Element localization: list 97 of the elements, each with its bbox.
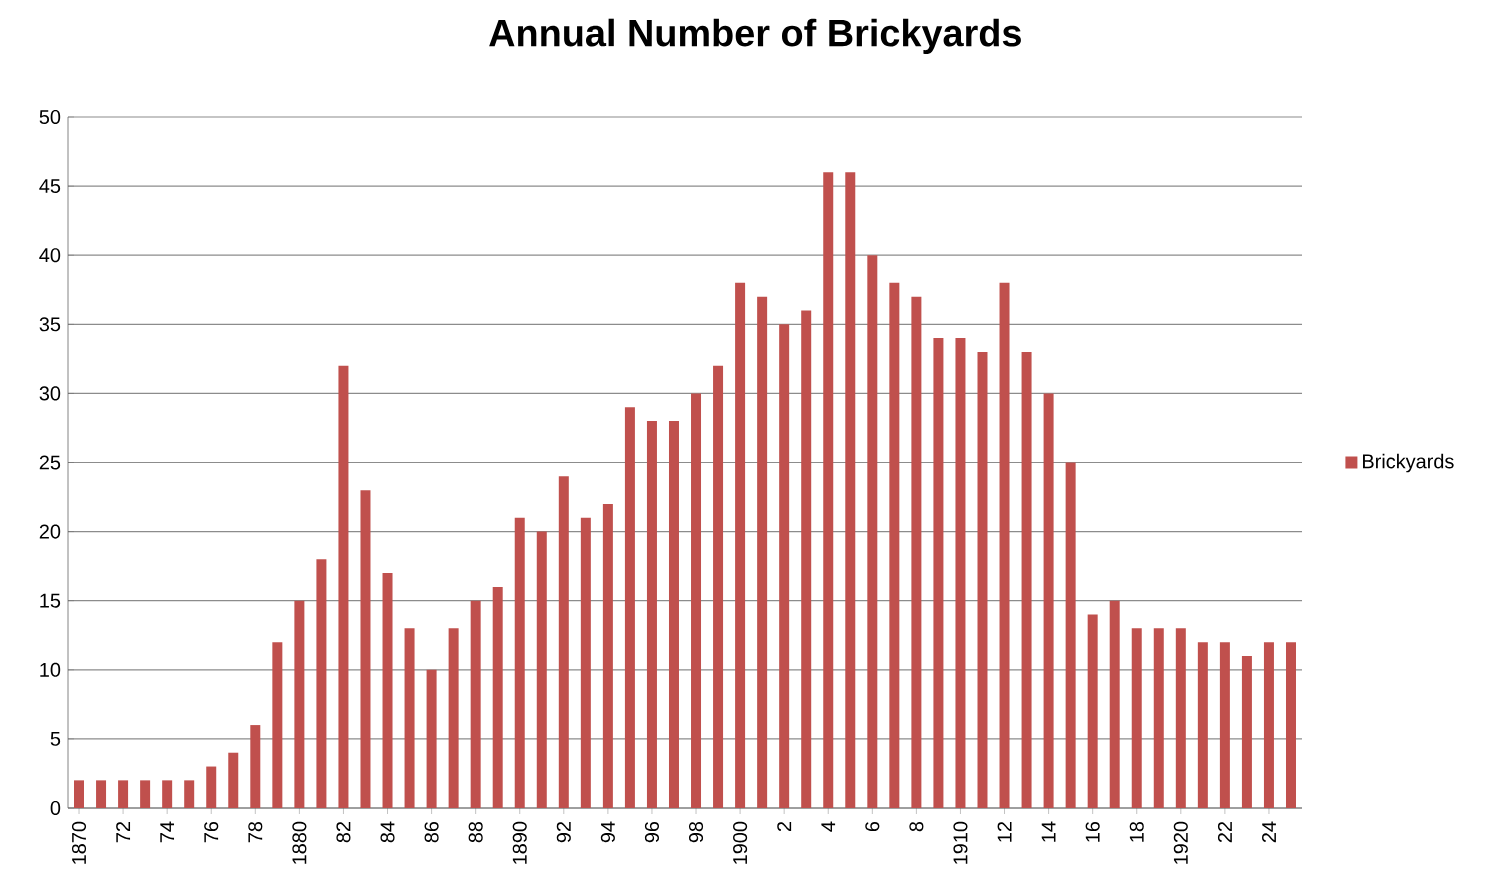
x-tick-label: 2: [777, 822, 792, 832]
x-tick-label: 72: [116, 822, 131, 843]
bar: [426, 669, 437, 808]
x-tick-label: 4: [821, 821, 836, 832]
bar: [1109, 600, 1120, 808]
bar: [404, 628, 415, 808]
bar: [1197, 642, 1208, 808]
x-tick-label: 76: [204, 821, 219, 843]
bar: [1131, 628, 1142, 808]
x-tick-label: 94: [600, 821, 615, 843]
x-tick-label: 1920: [1173, 821, 1188, 864]
bar: [889, 282, 900, 808]
x-tick-label: 1910: [953, 821, 968, 864]
x-tick-label: 1890: [512, 821, 527, 864]
bar: [74, 780, 85, 808]
bar: [250, 725, 261, 808]
bar: [801, 310, 812, 808]
bar: [162, 780, 173, 808]
bar: [536, 531, 547, 808]
bar: [646, 421, 657, 808]
x-tick-label: 22: [1217, 822, 1232, 843]
bar: [713, 365, 724, 808]
bar: [382, 573, 393, 808]
bar: [96, 780, 107, 808]
y-tick-label: 25: [39, 455, 61, 470]
y-tick-label: 40: [39, 248, 61, 263]
bar: [580, 517, 591, 808]
x-tick-label: 1880: [292, 821, 307, 864]
y-tick-label: 45: [39, 179, 61, 194]
bar: [448, 628, 459, 808]
bar: [602, 503, 613, 808]
bar: [140, 780, 151, 808]
bar: [1153, 628, 1164, 808]
bar: [691, 393, 702, 808]
bar: [272, 642, 283, 808]
bar: [867, 255, 878, 808]
bar: [1021, 351, 1032, 808]
x-tick-label: 74: [160, 821, 175, 843]
x-tick-label: 24: [1262, 821, 1276, 843]
legend-label: Brickyards: [1363, 453, 1454, 473]
bar: [1263, 642, 1274, 808]
bar: [1065, 462, 1076, 808]
y-tick-label: 0: [50, 800, 61, 816]
bar: [1241, 655, 1252, 808]
y-tick-label: 20: [39, 524, 61, 539]
x-tick-label: 1900: [733, 821, 748, 864]
bar: [1175, 628, 1186, 808]
x-tick-label: 1870: [71, 821, 87, 864]
bar: [360, 490, 371, 808]
x-tick-label: 92: [556, 822, 571, 843]
bar: [492, 586, 503, 808]
x-tick-label: 96: [644, 821, 659, 843]
bar: [668, 421, 679, 808]
bar: [1043, 393, 1054, 808]
bar: [338, 365, 349, 808]
x-tick-label: 16: [1085, 821, 1100, 842]
chart-title: Annual Number of Brickyards: [489, 18, 1021, 54]
bar: [624, 407, 635, 808]
bar: [955, 338, 966, 808]
x-tick-label: 12: [997, 822, 1012, 842]
bar: [823, 172, 834, 808]
bar: [977, 351, 988, 808]
y-tick-label: 35: [39, 317, 61, 332]
bar: [1219, 642, 1230, 808]
bar: [1087, 614, 1098, 808]
x-tick-label: 8: [909, 821, 924, 832]
x-tick-label: 6: [865, 821, 880, 832]
bar: [118, 780, 129, 808]
bar: [779, 324, 790, 808]
bar: [316, 559, 327, 808]
x-tick-label: 98: [688, 821, 704, 843]
y-tick-label: 50: [39, 109, 61, 125]
x-tick-label: 82: [336, 822, 351, 843]
bar: [757, 296, 768, 808]
bar: [735, 282, 746, 808]
bar: [184, 780, 195, 808]
x-tick-label: 18: [1129, 821, 1144, 842]
x-tick-label: 14: [1041, 821, 1056, 842]
bar: [206, 766, 217, 808]
bar: [294, 600, 305, 808]
bar: [845, 172, 856, 808]
y-tick-label: 5: [50, 731, 61, 746]
bar: [933, 338, 944, 808]
x-tick-label: 78: [248, 821, 263, 843]
bar: [228, 752, 239, 808]
y-tick-label: 10: [40, 662, 61, 677]
bar: [911, 296, 922, 808]
bar: [558, 476, 569, 808]
bar: [470, 600, 481, 808]
y-tick-label: 30: [39, 386, 61, 401]
x-tick-label: 88: [468, 821, 483, 843]
bar: [514, 517, 525, 808]
y-tick-label: 15: [40, 593, 61, 608]
bar: [1285, 642, 1296, 808]
x-tick-label: 84: [380, 821, 395, 843]
x-tick-label: 86: [424, 821, 439, 843]
bar: [999, 282, 1010, 808]
